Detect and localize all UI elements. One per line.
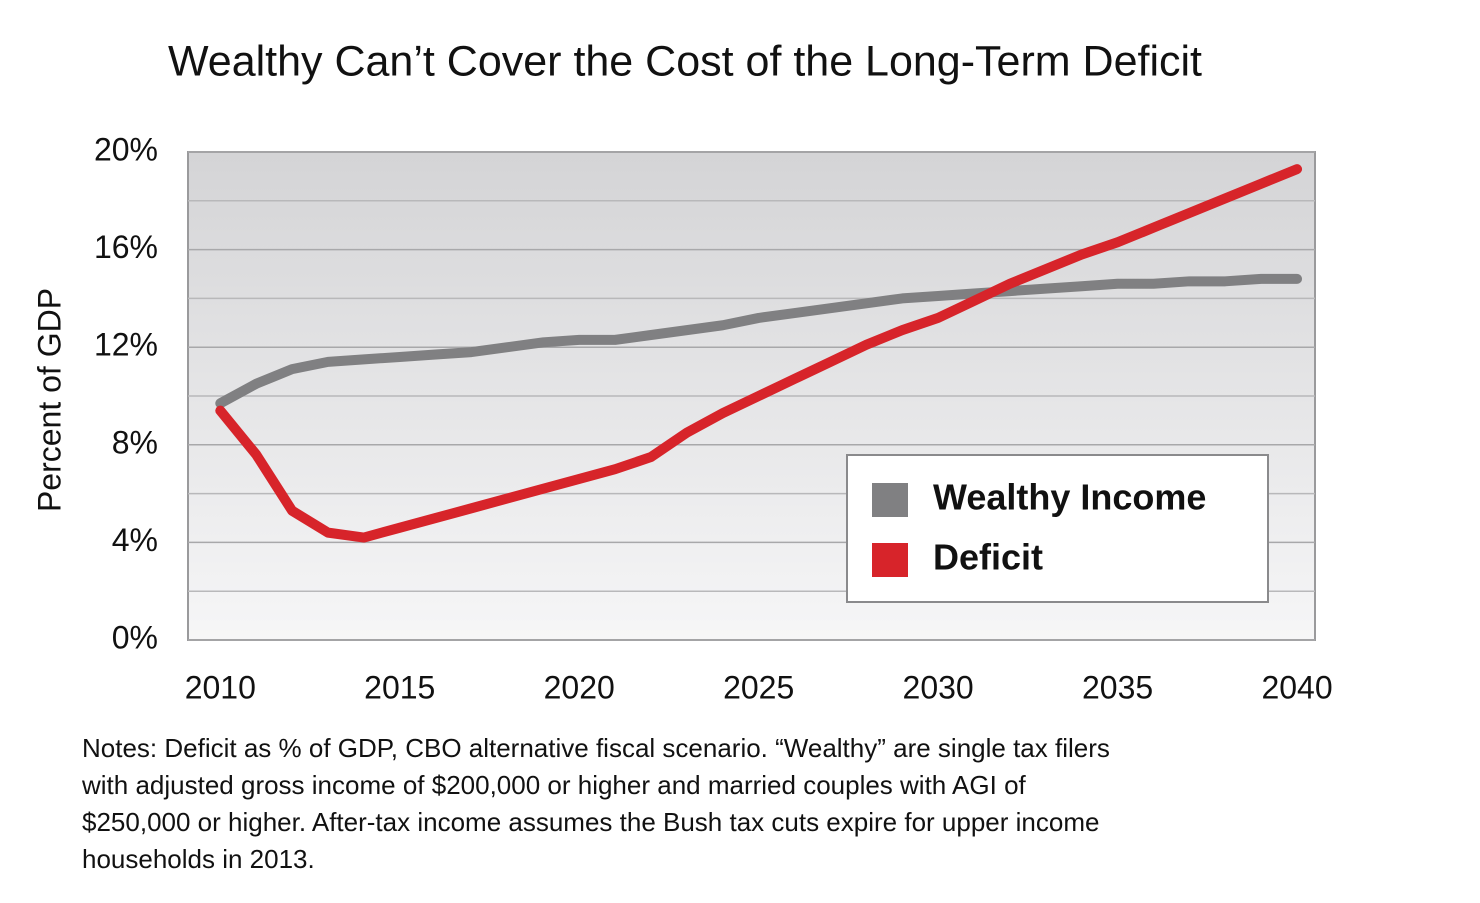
- y-axis-label: Percent of GDP: [31, 288, 67, 512]
- y-tick-label: 16%: [94, 229, 158, 265]
- y-tick-label: 0%: [112, 619, 158, 655]
- legend-marker: [872, 483, 908, 517]
- y-tick-label: 8%: [112, 424, 158, 460]
- x-tick-label: 2015: [364, 669, 435, 705]
- x-tick-label: 2025: [723, 669, 794, 705]
- x-tick-label: 2035: [1082, 669, 1153, 705]
- x-tick-label: 2040: [1261, 669, 1332, 705]
- y-tick-label: 20%: [94, 131, 158, 167]
- notes-line: households in 2013.: [82, 844, 315, 874]
- legend-label: Wealthy Income: [933, 477, 1206, 518]
- x-tick-label: 2020: [544, 669, 615, 705]
- legend-box: [846, 454, 1269, 603]
- series-line: [215, 164, 1303, 543]
- y-tick-label: 4%: [112, 522, 158, 558]
- x-tick-label: 2010: [185, 669, 256, 705]
- notes-line: $250,000 or higher. After-tax income ass…: [82, 807, 1099, 837]
- series-line: [215, 273, 1303, 409]
- notes-line: with adjusted gross income of $200,000 o…: [81, 770, 1027, 800]
- x-tick-label: 2030: [903, 669, 974, 705]
- legend-label: Deficit: [933, 537, 1043, 578]
- chart-title: Wealthy Can’t Cover the Cost of the Long…: [168, 37, 1202, 85]
- notes-line: Notes: Deficit as % of GDP, CBO alternat…: [82, 733, 1110, 763]
- y-tick-label: 12%: [94, 327, 158, 363]
- legend-marker: [872, 543, 908, 577]
